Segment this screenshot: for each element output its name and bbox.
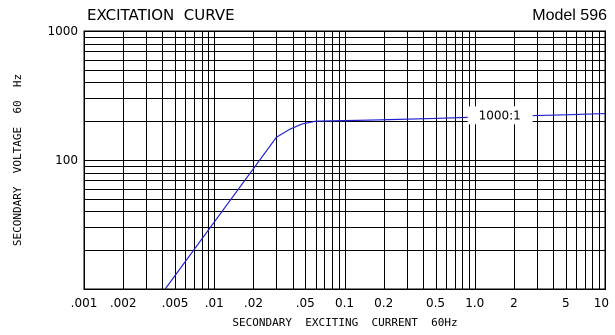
series-layer [164, 112, 606, 290]
tick-labels: .001 .002 .005 .01 .02 .05 0.1 0.2 0.5 1.0 2 5 10 100… [47, 24, 609, 310]
x-tick-label: .02 [244, 296, 263, 310]
x-tick-label: 2 [510, 296, 518, 310]
x-tick-label: 1.0 [465, 296, 484, 310]
chart-title: EXCITATION CURVE [87, 6, 235, 24]
x-tick-label: 10 [594, 296, 609, 310]
series-line [164, 112, 606, 290]
x-axis-label: SECONDARY EXCITING CURRENT 60Hz [232, 316, 457, 329]
annotation-layer: 1000:1 [467, 106, 533, 125]
y-tick-label: 1000 [47, 24, 78, 38]
series-annotation-label: 1000:1 [479, 108, 521, 122]
x-tick-label: .05 [296, 296, 315, 310]
x-tick-label: .002 [110, 296, 137, 310]
x-tick-label: .001 [71, 296, 98, 310]
annotation-background [467, 106, 533, 125]
grid-lines [84, 31, 605, 289]
plot-frame [83, 30, 606, 290]
x-tick-label: .005 [162, 296, 189, 310]
x-tick-label: .01 [205, 296, 224, 310]
y-tick-label: 100 [55, 153, 78, 167]
x-tick-label: 0.2 [374, 296, 393, 310]
x-tick-label: 0.5 [426, 296, 445, 310]
x-tick-label: 5 [562, 296, 570, 310]
chart-subtitle: Model 596 [532, 7, 607, 24]
x-tick-label: 0.1 [335, 296, 354, 310]
y-axis-label: SECONDARY VOLTAGE 60 Hz [11, 74, 24, 246]
